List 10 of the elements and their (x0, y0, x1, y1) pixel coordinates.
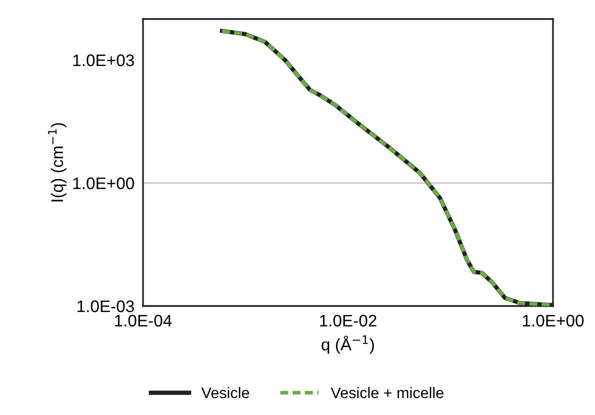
y-tick-label: 1.0E-03 (78, 300, 134, 312)
x-tick-label: 1.0E-02 (320, 314, 376, 327)
x-tick-label: 1.0E-04 (115, 314, 172, 327)
y-axis-title: I(q) (cm$^{−1}$) (48, 123, 66, 202)
x-tick-label: 1.0E+00 (522, 314, 584, 327)
y-tick-label: 1.0E+03 (73, 54, 134, 66)
y-tick-label: 1.0E+00 (73, 177, 134, 190)
legend-label: Vesicle (201, 387, 250, 398)
x-axis-title: q (Å$^{−1}$) (322, 335, 374, 354)
legend-label: Vesicle + micelle (330, 387, 444, 398)
